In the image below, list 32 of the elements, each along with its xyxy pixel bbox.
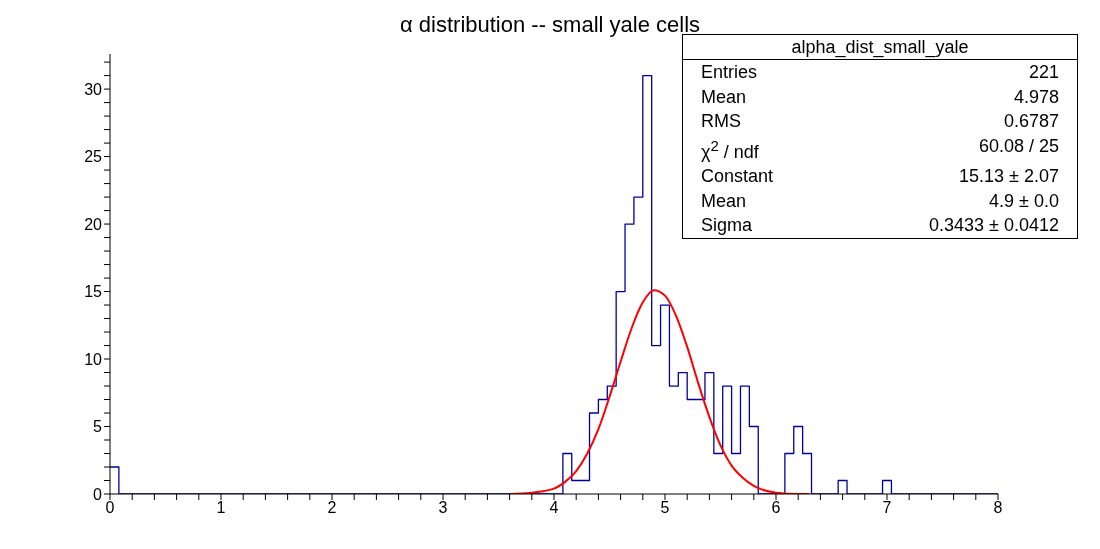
y-tick-label: 5 <box>93 418 103 436</box>
text: 221 <box>1028 62 1059 82</box>
annotation: Sigma <box>701 214 753 237</box>
annotation: 0.3433 ± 0.0412 <box>929 214 1059 237</box>
x-tick-label: 2 <box>327 499 337 517</box>
annotation: RMS <box>701 110 741 133</box>
annotation: alpha_dist_small_yale <box>791 37 969 57</box>
x-tick-label: 6 <box>771 499 781 517</box>
chart-title: α distribution -- small yale cells <box>399 12 701 38</box>
x-tick-label: 4 <box>549 499 559 517</box>
y-tick-label: 0 <box>93 485 103 503</box>
text: 4.978 <box>1013 86 1059 107</box>
x-tick-label: 7 <box>882 499 892 517</box>
annotation: Mean <box>701 189 747 213</box>
annotation: Entries <box>701 61 758 84</box>
annotation: Constant <box>701 165 774 188</box>
x-tick-label: 8 <box>993 499 1003 517</box>
x-tick-label: 1 <box>216 499 226 517</box>
annotation: χ$^{2}$ / ndf <box>701 135 759 164</box>
y-tick-label: 15 <box>84 283 103 301</box>
y-tick-label: 10 <box>84 350 103 368</box>
y-tick-label: 30 <box>84 80 103 98</box>
y-tick-label: 20 <box>84 215 103 233</box>
x-tick-label: 5 <box>660 499 670 517</box>
annotation: 15.13 ± 2.07 <box>959 165 1059 188</box>
y-tick-label: 25 <box>84 148 103 166</box>
x-tick-label: 0 <box>105 499 115 517</box>
annotation: 4.9 ± 0.0 <box>989 189 1059 213</box>
text: 0.6787 <box>1003 111 1059 131</box>
annotation: Mean <box>701 85 747 109</box>
annotation: 60.08 / 25 <box>978 134 1059 158</box>
x-tick-label: 3 <box>438 499 448 517</box>
